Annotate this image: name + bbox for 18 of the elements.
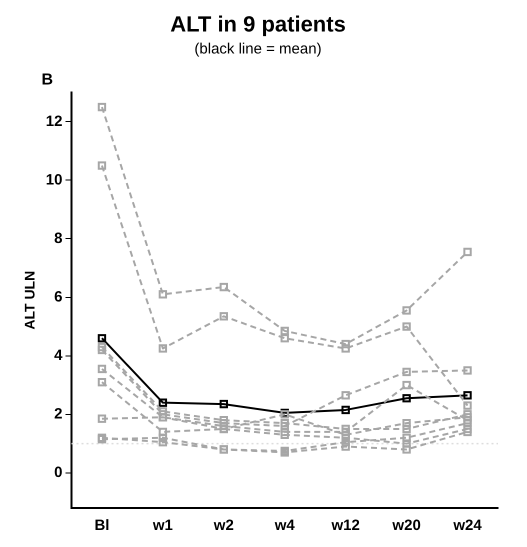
chart-subtitle: (black line = mean) [194, 40, 322, 58]
y-tick-label: 2 [54, 405, 62, 422]
x-tick-label: w24 [452, 517, 482, 534]
y-tick-label: 10 [46, 171, 62, 188]
chart-title: ALT in 9 patients [170, 11, 346, 36]
x-tick-label: w12 [330, 517, 360, 534]
y-tick-label: 6 [54, 288, 62, 306]
x-tick-label: w4 [274, 517, 296, 534]
y-tick-label: 8 [54, 230, 62, 247]
y-tick-label: 0 [54, 464, 62, 482]
y-tick-label: 12 [46, 112, 62, 130]
y-axis-title: ALT ULN [21, 270, 38, 330]
x-tick-label: w20 [391, 517, 421, 534]
x-tick-label: w2 [212, 517, 234, 534]
x-tick-label: Bl [94, 517, 110, 534]
x-tick-label: w1 [152, 517, 173, 534]
y-tick-label: 4 [54, 346, 64, 364]
text: B [41, 71, 54, 88]
